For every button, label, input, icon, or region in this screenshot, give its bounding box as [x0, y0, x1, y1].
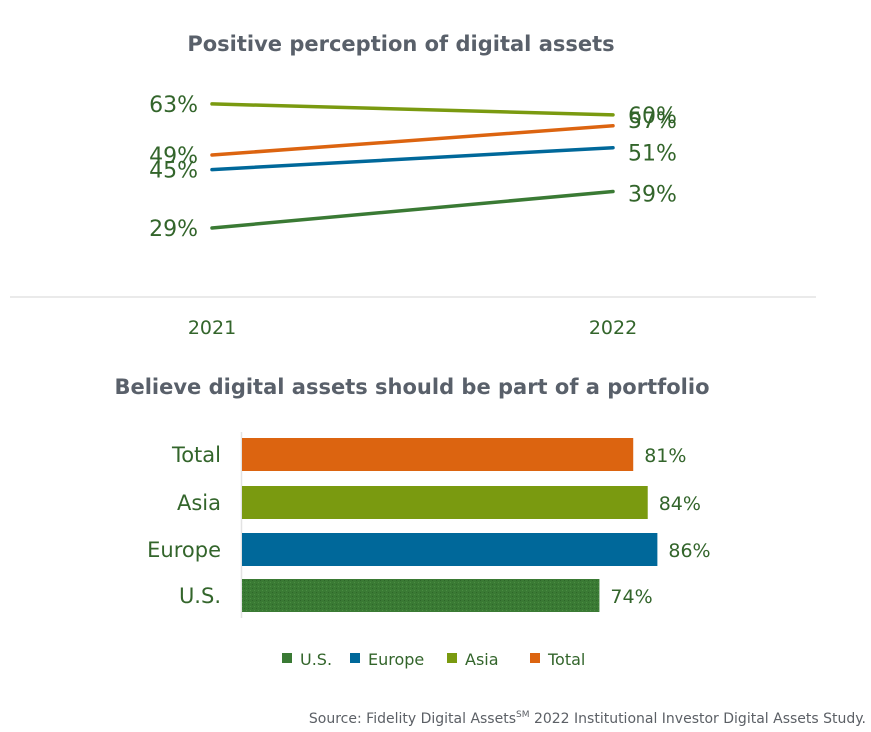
- legend: U.S. Europe Asia Total: [282, 650, 585, 669]
- legend-label-europe: Europe: [368, 650, 424, 669]
- data-label-us-2022: 39%: [628, 183, 677, 208]
- bar-europe: [242, 533, 658, 566]
- data-label-total-2021: 49%: [149, 144, 198, 169]
- data-label-asia-2021: 63%: [149, 93, 198, 118]
- line-series: 63% 60% 49% 57% 45% 51% 29% 39%: [149, 93, 677, 242]
- series-line-us: [210, 189, 615, 230]
- bar-chart: Believe digital assets should be part of…: [114, 375, 711, 618]
- bar-value-label-europe: 86%: [668, 540, 710, 562]
- legend-swatch-total: [530, 653, 540, 663]
- bar-category-label-europe: Europe: [147, 538, 221, 562]
- line-chart-title: Positive perception of digital assets: [187, 32, 614, 56]
- legend-label-us: U.S.: [300, 650, 332, 669]
- source-superscript: SM: [516, 710, 529, 720]
- data-label-total-2022: 57%: [628, 109, 677, 134]
- bar-chart-title: Believe digital assets should be part of…: [114, 375, 709, 399]
- bar-total: [242, 438, 634, 471]
- source-suffix: 2022 Institutional Investor Digital Asse…: [530, 711, 867, 727]
- data-label-asia-2022: 60%: [628, 104, 677, 129]
- data-label-us-2021: 29%: [149, 217, 198, 242]
- legend-swatch-us: [282, 653, 292, 663]
- series-line-asia: [210, 102, 615, 117]
- data-label-europe-2022: 51%: [628, 142, 677, 167]
- source-note: Source: Fidelity Digital AssetsSM 2022 I…: [309, 710, 866, 727]
- source-prefix: Source: Fidelity Digital Assets: [309, 711, 516, 727]
- bar-category-label-total: Total: [171, 443, 221, 467]
- legend-label-total: Total: [547, 650, 585, 669]
- bar-category-label-asia: Asia: [177, 491, 221, 515]
- data-label-europe-2021: 45%: [149, 159, 198, 184]
- bar-category-label-us: U.S.: [179, 584, 221, 608]
- bar-value-label-total: 81%: [644, 445, 686, 467]
- bar-us: [242, 579, 600, 612]
- bar-value-label-asia: 84%: [659, 493, 701, 515]
- legend-swatch-europe: [350, 653, 360, 663]
- line-chart: Positive perception of digital assets 63…: [10, 32, 816, 339]
- x-tick-label-2021: 2021: [188, 317, 236, 339]
- bar-asia: [242, 486, 648, 519]
- series-line-europe: [210, 145, 615, 172]
- legend-swatch-asia: [447, 653, 457, 663]
- x-tick-label-2022: 2022: [589, 317, 637, 339]
- bar-value-label-us: 74%: [610, 586, 652, 608]
- legend-label-asia: Asia: [465, 650, 499, 669]
- series-line-total: [210, 124, 615, 157]
- bars: Total 81% Asia 84% Europe 86% U.S. 74%: [147, 438, 711, 612]
